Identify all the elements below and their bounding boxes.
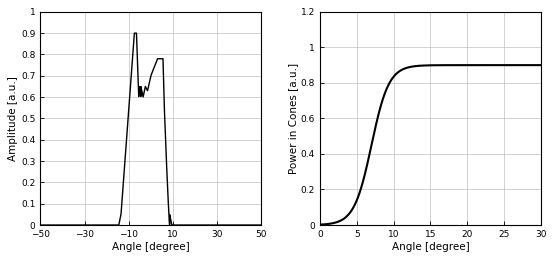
Y-axis label: Power in Cones [a.u.]: Power in Cones [a.u.] — [288, 63, 298, 174]
Y-axis label: Amplitude [a.u.]: Amplitude [a.u.] — [8, 76, 18, 161]
X-axis label: Angle [degree]: Angle [degree] — [112, 242, 190, 252]
X-axis label: Angle [degree]: Angle [degree] — [391, 242, 470, 252]
